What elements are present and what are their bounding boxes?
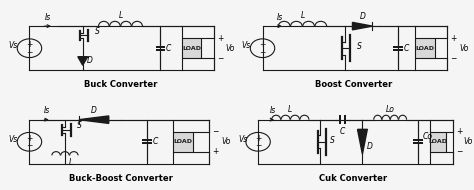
Text: LOAD: LOAD [173, 139, 192, 144]
Text: Vs: Vs [8, 41, 17, 50]
Text: Lo: Lo [386, 105, 394, 114]
Text: Vo: Vo [226, 44, 235, 53]
Text: +: + [259, 40, 266, 49]
Text: −: − [212, 127, 219, 136]
Text: Vs: Vs [239, 135, 248, 144]
FancyBboxPatch shape [415, 38, 435, 59]
Text: S: S [95, 27, 100, 36]
Text: +: + [26, 134, 33, 143]
Text: +: + [26, 40, 33, 49]
Text: +: + [212, 147, 219, 157]
Text: L: L [288, 105, 292, 114]
Text: −: − [26, 48, 33, 57]
Text: Vo: Vo [221, 137, 231, 146]
Text: L: L [301, 11, 305, 20]
Text: Is: Is [44, 106, 50, 115]
Text: C: C [166, 44, 171, 53]
Text: S: S [357, 42, 362, 51]
Text: Buck-Boost Converter: Buck-Boost Converter [69, 174, 173, 183]
Text: Is: Is [276, 13, 283, 22]
Text: D: D [367, 142, 373, 151]
Text: +: + [217, 33, 223, 43]
Text: Vs: Vs [241, 41, 250, 50]
Text: Is: Is [45, 13, 51, 22]
Text: D: D [359, 12, 365, 21]
Text: C: C [403, 44, 409, 53]
Polygon shape [79, 116, 109, 124]
Text: +: + [255, 134, 261, 143]
Text: LOAD: LOAD [182, 46, 201, 51]
Text: Boost Converter: Boost Converter [315, 80, 392, 89]
Text: D: D [87, 56, 93, 65]
Text: L: L [68, 158, 73, 167]
FancyBboxPatch shape [182, 38, 201, 59]
Text: −: − [26, 142, 33, 150]
Text: Co: Co [422, 132, 432, 141]
Text: S: S [330, 136, 335, 145]
Polygon shape [353, 22, 373, 30]
Text: L: L [118, 11, 123, 20]
Text: LOAD: LOAD [428, 139, 447, 144]
Text: Cuk Converter: Cuk Converter [319, 174, 388, 183]
Polygon shape [78, 57, 88, 65]
FancyBboxPatch shape [429, 131, 446, 152]
Polygon shape [357, 129, 367, 154]
Text: −: − [255, 142, 261, 150]
Text: C: C [340, 127, 345, 136]
Text: C: C [153, 137, 158, 146]
Text: Is: Is [269, 106, 276, 115]
Text: +: + [456, 127, 463, 136]
Text: D: D [91, 106, 97, 115]
Text: −: − [259, 48, 266, 57]
Text: +: + [450, 33, 456, 43]
Text: Vs: Vs [8, 135, 17, 144]
Text: Vo: Vo [464, 137, 473, 146]
Text: −: − [456, 147, 463, 157]
Text: Buck Converter: Buck Converter [84, 80, 157, 89]
Text: LOAD: LOAD [415, 46, 434, 51]
Text: −: − [450, 54, 456, 63]
FancyBboxPatch shape [173, 131, 192, 152]
Text: Vo: Vo [459, 44, 468, 53]
Text: −: − [217, 54, 223, 63]
Text: S: S [77, 121, 82, 130]
